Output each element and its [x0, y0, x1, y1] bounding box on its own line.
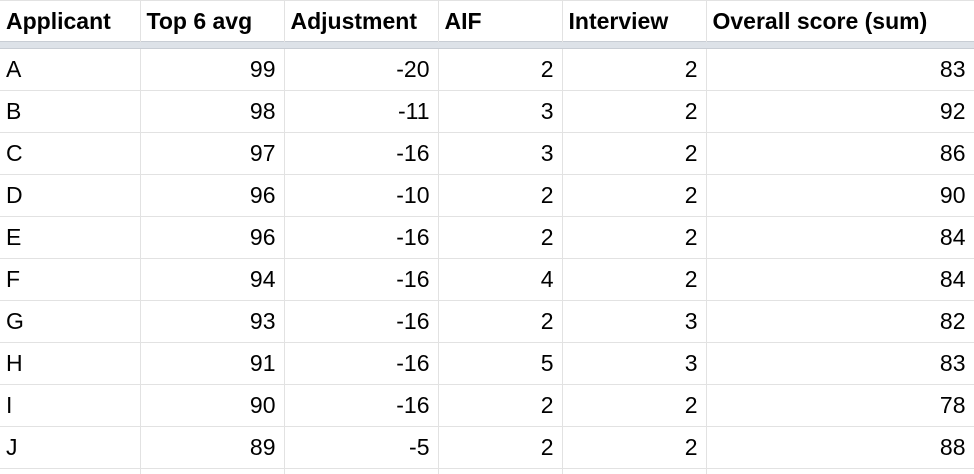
cell-adjustment[interactable]: -16 [283, 384, 439, 427]
cell-top-6-avg[interactable]: 98 [139, 90, 285, 133]
header-cell-aif[interactable]: AIF [437, 0, 563, 42]
cell-aif[interactable]: 2 [437, 216, 563, 259]
cell-adjustment[interactable]: -16 [283, 132, 439, 175]
table-row: J 89 -5 2 2 88 [0, 426, 974, 469]
cell-applicant[interactable]: F [0, 258, 141, 301]
cell-top-6-avg[interactable]: 99 [139, 48, 285, 91]
cell-aif[interactable]: 2 [437, 48, 563, 91]
table-row: A 99 -20 2 2 83 [0, 48, 974, 91]
cell-adjustment[interactable]: -20 [283, 48, 439, 91]
cell-overall-score[interactable]: 82 [705, 300, 974, 343]
header-cell-top-6-avg[interactable]: Top 6 avg [139, 0, 285, 42]
cell-overall-score[interactable]: 86 [705, 132, 974, 175]
cell-interview[interactable]: 2 [561, 216, 707, 259]
cell-aif[interactable]: 2 [437, 300, 563, 343]
cell-overall-score[interactable]: 83 [705, 342, 974, 385]
cell-applicant[interactable]: G [0, 300, 141, 343]
cell-top-6-avg[interactable]: 89 [139, 426, 285, 469]
cell-adjustment[interactable]: -11 [283, 90, 439, 133]
header-cell-applicant[interactable]: Applicant [0, 0, 141, 42]
table-row: E 96 -16 2 2 84 [0, 216, 974, 259]
cell-interview[interactable]: 2 [561, 258, 707, 301]
cell-overall-score[interactable]: 90 [705, 174, 974, 217]
header-cell-interview[interactable]: Interview [561, 0, 707, 42]
cell-interview[interactable]: 2 [561, 48, 707, 91]
cell-top-6-avg[interactable]: 90 [139, 384, 285, 427]
cell-applicant[interactable]: B [0, 90, 141, 133]
table-row: H 91 -16 5 3 83 [0, 342, 974, 385]
cell-aif[interactable]: 5 [437, 342, 563, 385]
cell-adjustment[interactable]: -5 [283, 426, 439, 469]
cell-applicant[interactable]: C [0, 132, 141, 175]
cell-overall-score[interactable]: 83 [705, 48, 974, 91]
cell-adjustment[interactable]: -16 [283, 216, 439, 259]
cell-interview[interactable]: 3 [561, 342, 707, 385]
cell-aif[interactable]: 2 [437, 426, 563, 469]
cell-top-6-avg[interactable]: 97 [139, 132, 285, 175]
cell-aif[interactable]: 3 [437, 90, 563, 133]
empty-row [0, 468, 974, 474]
cell-adjustment[interactable]: -16 [283, 342, 439, 385]
cell-overall-score[interactable]: 88 [705, 426, 974, 469]
cell-adjustment[interactable]: -16 [283, 300, 439, 343]
cell-top-6-avg[interactable]: 91 [139, 342, 285, 385]
cell-applicant[interactable]: I [0, 384, 141, 427]
cell-interview[interactable]: 2 [561, 132, 707, 175]
cell-overall-score[interactable]: 84 [705, 216, 974, 259]
table-row: I 90 -16 2 2 78 [0, 384, 974, 427]
cell-aif[interactable]: 2 [437, 384, 563, 427]
cell-adjustment[interactable]: -16 [283, 258, 439, 301]
cell-interview[interactable]: 2 [561, 384, 707, 427]
table-row: B 98 -11 3 2 92 [0, 90, 974, 133]
cell-top-6-avg[interactable]: 94 [139, 258, 285, 301]
cell-applicant[interactable]: J [0, 426, 141, 469]
cell-applicant[interactable]: H [0, 342, 141, 385]
cell-interview[interactable]: 2 [561, 426, 707, 469]
cell-adjustment[interactable]: -10 [283, 174, 439, 217]
empty-cell[interactable] [139, 468, 285, 474]
cell-overall-score[interactable]: 84 [705, 258, 974, 301]
empty-cell[interactable] [705, 468, 974, 474]
table-row: D 96 -10 2 2 90 [0, 174, 974, 217]
header-cell-overall-score[interactable]: Overall score (sum) [705, 0, 974, 42]
empty-cell[interactable] [0, 468, 141, 474]
empty-cell[interactable] [561, 468, 707, 474]
cell-overall-score[interactable]: 92 [705, 90, 974, 133]
cell-top-6-avg[interactable]: 93 [139, 300, 285, 343]
header-cell-adjustment[interactable]: Adjustment [283, 0, 439, 42]
cell-aif[interactable]: 2 [437, 174, 563, 217]
cell-interview[interactable]: 2 [561, 174, 707, 217]
table-row: F 94 -16 4 2 84 [0, 258, 974, 301]
cell-aif[interactable]: 3 [437, 132, 563, 175]
header-row: Applicant Top 6 avg Adjustment AIF Inter… [0, 0, 974, 42]
cell-applicant[interactable]: D [0, 174, 141, 217]
cell-top-6-avg[interactable]: 96 [139, 216, 285, 259]
empty-cell[interactable] [283, 468, 439, 474]
frozen-row-divider-bar[interactable] [0, 41, 974, 49]
frozen-row-divider[interactable] [0, 41, 974, 49]
cell-interview[interactable]: 2 [561, 90, 707, 133]
table-row: G 93 -16 2 3 82 [0, 300, 974, 343]
empty-cell[interactable] [437, 468, 563, 474]
table-row: C 97 -16 3 2 86 [0, 132, 974, 175]
cell-applicant[interactable]: E [0, 216, 141, 259]
cell-interview[interactable]: 3 [561, 300, 707, 343]
cell-overall-score[interactable]: 78 [705, 384, 974, 427]
cell-top-6-avg[interactable]: 96 [139, 174, 285, 217]
cell-applicant[interactable]: A [0, 48, 141, 91]
cell-aif[interactable]: 4 [437, 258, 563, 301]
